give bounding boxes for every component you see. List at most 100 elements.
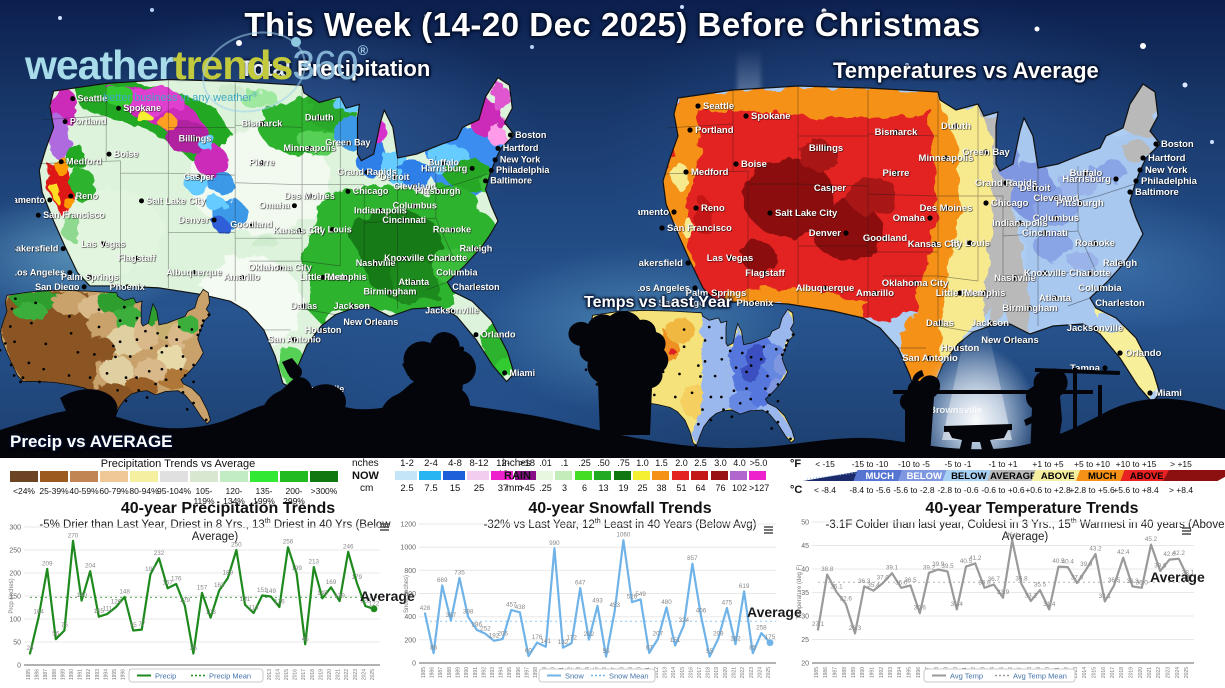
svg-text:Bismarck: Bismarck: [242, 118, 284, 128]
svg-text:Memphis: Memphis: [964, 288, 1005, 299]
svg-text:Goodland: Goodland: [230, 220, 272, 230]
svg-text:2023: 2023: [353, 669, 359, 680]
svg-text:Boston: Boston: [1161, 139, 1194, 150]
svg-text:122: 122: [369, 600, 380, 607]
svg-text:Pierre: Pierre: [249, 158, 275, 168]
svg-text:1987: 1987: [833, 667, 839, 678]
svg-text:Harrisburg: Harrisburg: [421, 163, 467, 173]
svg-text:55: 55: [706, 648, 714, 655]
svg-text:Atlanta: Atlanta: [398, 277, 430, 287]
svg-text:Portland: Portland: [695, 125, 734, 136]
svg-text:MUCH: MUCH: [866, 471, 895, 482]
svg-text:50: 50: [13, 640, 21, 647]
svg-text:87: 87: [646, 644, 654, 651]
svg-text:31.4: 31.4: [951, 601, 964, 608]
svg-text:Miami: Miami: [509, 368, 535, 378]
svg-text:2020: 2020: [327, 669, 333, 680]
svg-text:Jacksonville: Jacksonville: [425, 306, 479, 316]
svg-text:2024: 2024: [1175, 667, 1181, 678]
svg-text:Atlanta: Atlanta: [1039, 293, 1072, 304]
svg-text:2013: 2013: [267, 669, 273, 680]
svg-text:Green Bay: Green Bay: [325, 137, 370, 147]
svg-text:Orlando: Orlando: [1125, 348, 1162, 359]
svg-text:151: 151: [670, 637, 681, 644]
svg-text:Temperature (deg F): Temperature (deg F): [797, 565, 803, 620]
svg-text:Philadelphia: Philadelphia: [496, 165, 550, 175]
svg-text:735: 735: [454, 569, 465, 576]
svg-text:2019: 2019: [1129, 667, 1135, 678]
svg-text:2019: 2019: [714, 667, 720, 678]
svg-text:New York: New York: [1145, 165, 1188, 176]
svg-text:Snow: Snow: [565, 672, 584, 681]
svg-text:105: 105: [94, 608, 105, 615]
svg-text:857: 857: [687, 555, 698, 562]
svg-text:Average: Average: [1150, 569, 1205, 585]
svg-text:36.0: 36.0: [978, 579, 991, 586]
svg-text:Memphis: Memphis: [327, 272, 366, 282]
svg-text:1985: 1985: [26, 669, 32, 680]
svg-text:Flagstaff: Flagstaff: [745, 268, 785, 279]
svg-text:1990: 1990: [860, 667, 866, 678]
svg-text:206: 206: [497, 631, 508, 638]
svg-text:Casper: Casper: [183, 172, 214, 182]
svg-text:2019: 2019: [318, 669, 324, 680]
svg-text:Albuquerque: Albuquerque: [166, 267, 222, 277]
svg-text:1989: 1989: [851, 667, 857, 678]
svg-text:Flagstaff: Flagstaff: [118, 253, 157, 263]
svg-text:Dallas: Dallas: [291, 301, 318, 311]
svg-text:619: 619: [739, 583, 750, 590]
svg-text:256: 256: [283, 539, 294, 546]
svg-text:111: 111: [103, 605, 113, 612]
svg-text:Billings: Billings: [179, 134, 212, 144]
svg-text:Duluth: Duluth: [305, 113, 334, 123]
svg-text:Hartford: Hartford: [1148, 153, 1186, 164]
svg-text:Dallas: Dallas: [926, 318, 954, 329]
svg-text:2022: 2022: [1156, 667, 1162, 678]
svg-text:Portland: Portland: [70, 116, 107, 126]
svg-text:Palm Springs: Palm Springs: [686, 288, 747, 299]
svg-text:Grand Rapids: Grand Rapids: [337, 167, 396, 177]
svg-text:1991: 1991: [473, 667, 479, 678]
svg-text:2014: 2014: [1082, 667, 1088, 678]
svg-text:Amarillo: Amarillo: [224, 272, 261, 282]
svg-text:200: 200: [9, 571, 21, 578]
svg-text:45: 45: [302, 636, 310, 643]
svg-text:246: 246: [343, 543, 354, 550]
svg-text:Philadelphia: Philadelphia: [1141, 176, 1198, 187]
svg-text:Little Rock: Little Rock: [300, 272, 347, 282]
svg-text:New Orleans: New Orleans: [981, 335, 1039, 346]
svg-text:1987: 1987: [438, 667, 444, 678]
svg-text:Indianapolis: Indianapolis: [354, 205, 407, 215]
svg-text:85: 85: [749, 645, 757, 652]
svg-text:Birmingham: Birmingham: [364, 287, 417, 297]
svg-text:36.5: 36.5: [904, 577, 917, 584]
svg-text:Raleigh: Raleigh: [460, 244, 493, 254]
svg-text:250: 250: [231, 542, 242, 549]
svg-text:2021: 2021: [1147, 667, 1153, 678]
svg-text:BELOW: BELOW: [951, 471, 986, 482]
svg-text:2022: 2022: [344, 669, 350, 680]
svg-text:1989: 1989: [60, 669, 66, 680]
svg-text:Reno: Reno: [76, 191, 99, 201]
svg-text:1993: 1993: [490, 667, 496, 678]
svg-text:36.5: 36.5: [1108, 577, 1121, 584]
svg-text:42.4: 42.4: [1117, 549, 1130, 556]
svg-text:Phoenix: Phoenix: [737, 298, 775, 309]
svg-text:131: 131: [240, 596, 251, 603]
svg-text:Indianapolis: Indianapolis: [992, 218, 1047, 229]
svg-text:300: 300: [9, 525, 21, 532]
svg-text:33.2: 33.2: [1025, 593, 1038, 600]
svg-text:2015: 2015: [680, 667, 686, 678]
svg-text:Sacramento: Sacramento: [15, 195, 45, 205]
svg-text:148: 148: [119, 588, 130, 595]
svg-text:669: 669: [437, 577, 448, 584]
svg-text:Bakersfield: Bakersfield: [15, 244, 58, 254]
svg-text:2025: 2025: [370, 669, 376, 680]
svg-text:1995: 1995: [907, 667, 913, 678]
svg-text:1200: 1200: [400, 522, 416, 529]
svg-text:San Francisco: San Francisco: [43, 210, 105, 220]
svg-text:104: 104: [33, 609, 44, 616]
svg-text:Average: Average: [360, 588, 415, 604]
svg-text:Detroit: Detroit: [1020, 183, 1051, 194]
svg-text:Casper: Casper: [814, 183, 847, 194]
